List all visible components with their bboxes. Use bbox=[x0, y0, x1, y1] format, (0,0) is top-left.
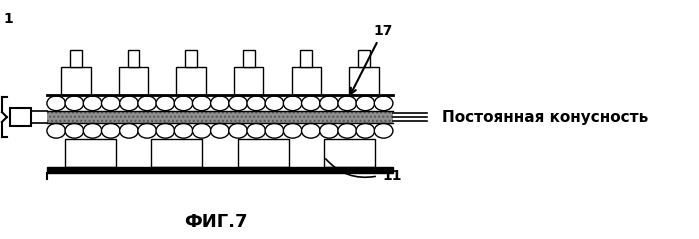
Ellipse shape bbox=[247, 123, 266, 138]
Bar bbox=[47, 111, 393, 123]
Bar bbox=[62, 67, 91, 95]
Bar bbox=[151, 139, 202, 167]
Bar bbox=[291, 67, 321, 95]
Ellipse shape bbox=[210, 123, 229, 138]
Bar bbox=[234, 67, 264, 95]
Ellipse shape bbox=[138, 96, 157, 111]
Ellipse shape bbox=[247, 96, 266, 111]
Ellipse shape bbox=[210, 96, 229, 111]
Ellipse shape bbox=[301, 96, 320, 111]
Ellipse shape bbox=[120, 123, 138, 138]
Ellipse shape bbox=[374, 96, 393, 111]
Bar bbox=[47, 167, 393, 174]
Text: 17: 17 bbox=[373, 24, 393, 38]
Bar bbox=[238, 139, 289, 167]
Ellipse shape bbox=[101, 96, 120, 111]
Ellipse shape bbox=[283, 96, 302, 111]
Bar bbox=[324, 139, 375, 167]
Ellipse shape bbox=[47, 96, 66, 111]
Ellipse shape bbox=[47, 123, 66, 138]
Bar bbox=[358, 50, 370, 67]
Ellipse shape bbox=[156, 96, 175, 111]
Ellipse shape bbox=[192, 123, 211, 138]
Bar bbox=[119, 67, 148, 95]
Text: Постоянная конусность: Постоянная конусность bbox=[442, 109, 648, 125]
Ellipse shape bbox=[65, 96, 84, 111]
Ellipse shape bbox=[65, 123, 84, 138]
Ellipse shape bbox=[265, 96, 284, 111]
Bar bbox=[301, 50, 312, 67]
Text: 1: 1 bbox=[4, 12, 14, 26]
Ellipse shape bbox=[374, 123, 393, 138]
Ellipse shape bbox=[174, 123, 193, 138]
Ellipse shape bbox=[83, 123, 102, 138]
Bar bbox=[65, 139, 116, 167]
Bar bbox=[350, 67, 379, 95]
Text: ФИГ.7: ФИГ.7 bbox=[185, 213, 247, 231]
Bar bbox=[128, 50, 139, 67]
Ellipse shape bbox=[229, 96, 247, 111]
Ellipse shape bbox=[265, 123, 284, 138]
Ellipse shape bbox=[174, 96, 193, 111]
Bar bbox=[185, 50, 197, 67]
Bar bbox=[176, 67, 206, 95]
Ellipse shape bbox=[338, 123, 356, 138]
Ellipse shape bbox=[192, 96, 211, 111]
Bar bbox=[47, 111, 393, 123]
Bar bbox=[10, 108, 31, 126]
Ellipse shape bbox=[319, 123, 338, 138]
Ellipse shape bbox=[338, 96, 356, 111]
Ellipse shape bbox=[156, 123, 175, 138]
Text: 11: 11 bbox=[383, 169, 403, 183]
Bar bbox=[70, 50, 82, 67]
Ellipse shape bbox=[356, 96, 375, 111]
Ellipse shape bbox=[138, 123, 157, 138]
Ellipse shape bbox=[356, 123, 375, 138]
Ellipse shape bbox=[101, 123, 120, 138]
Bar bbox=[243, 50, 254, 67]
Ellipse shape bbox=[319, 96, 338, 111]
Ellipse shape bbox=[120, 96, 138, 111]
Ellipse shape bbox=[229, 123, 247, 138]
Ellipse shape bbox=[283, 123, 302, 138]
Ellipse shape bbox=[83, 96, 102, 111]
Ellipse shape bbox=[301, 123, 320, 138]
